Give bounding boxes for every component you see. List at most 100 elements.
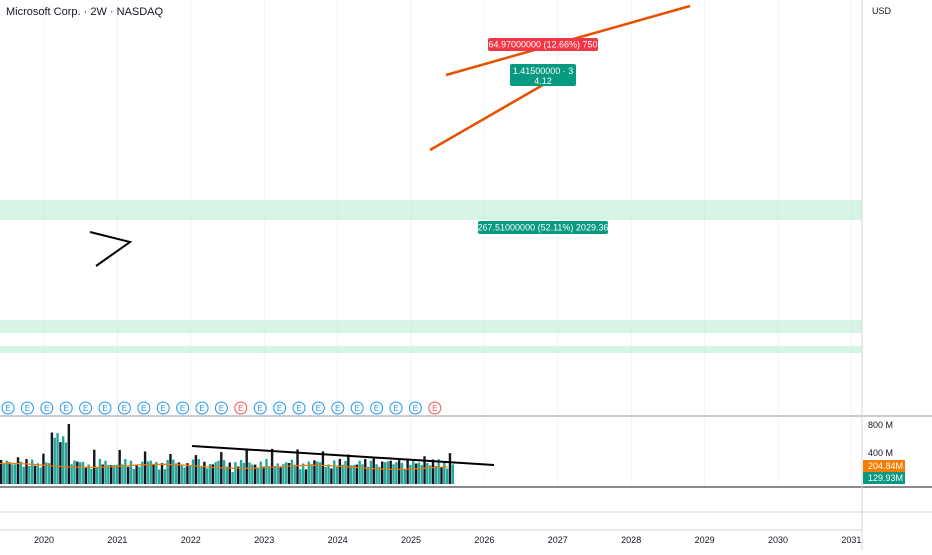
volume-bar (214, 462, 217, 484)
volume-bar (87, 464, 90, 484)
volume-bar (355, 464, 358, 484)
volume-bar (259, 461, 263, 484)
earnings-marker (59, 401, 73, 415)
volume-bar (98, 458, 102, 484)
volume-trendline (191, 445, 495, 466)
volume-bar (437, 459, 440, 484)
volume-bar (160, 463, 164, 484)
volume-bar (19, 461, 23, 484)
volume-bar (149, 460, 152, 484)
volume-bar (59, 442, 62, 484)
volume-bar (369, 460, 373, 484)
volume-bar (341, 464, 344, 484)
volume-bar (409, 464, 412, 484)
volume-bar (101, 464, 104, 484)
volume-bar (361, 464, 364, 484)
volume-bar (237, 466, 240, 484)
volume-bar (423, 456, 426, 484)
x-tick-label: 2020 (34, 535, 54, 545)
earnings-marker-glyph: E (393, 404, 398, 413)
earnings-marker (370, 401, 384, 415)
earnings-marker-glyph: E (296, 404, 301, 413)
volume-bar (290, 459, 294, 484)
volume-bar (428, 465, 432, 484)
volume-bar (412, 459, 415, 484)
volume-bar (445, 468, 449, 484)
volume-bar (338, 458, 342, 484)
volume-bar (431, 459, 435, 484)
volume-bar (118, 449, 121, 484)
volume-bar (39, 467, 42, 484)
volume-bar (200, 466, 203, 484)
earnings-marker (331, 401, 345, 415)
volume-bar (279, 467, 282, 484)
volume-bar (138, 466, 141, 484)
earnings-marker-glyph: E (25, 404, 30, 413)
volume-bar (11, 464, 14, 484)
volume-bar (169, 453, 172, 484)
x-tick-label: 2029 (695, 535, 715, 545)
volume-bar (352, 465, 356, 484)
volume-bar (296, 449, 299, 484)
volume-bar (42, 453, 45, 484)
volume-bar (222, 460, 226, 484)
volume-bar (217, 460, 220, 484)
support-zone (0, 346, 862, 353)
volume-bar (321, 451, 325, 484)
volume-bar (95, 466, 99, 484)
volume-bar (8, 462, 11, 484)
volume-bar (90, 468, 93, 484)
volume-bar (191, 459, 195, 484)
earnings-marker-glyph: E (277, 404, 282, 413)
support-zone (0, 320, 862, 333)
volume-bar (174, 463, 178, 484)
volume-bar (0, 459, 3, 484)
volume-label: 129.93M (868, 473, 903, 483)
volume-bar (262, 466, 265, 484)
take-profit-label: 267.51000000 (52.11%) 2029.36 (478, 223, 609, 233)
earnings-marker (311, 401, 325, 415)
volume-bar (248, 462, 251, 484)
volume-bar (270, 448, 274, 484)
x-tick-label: 2030 (768, 535, 788, 545)
volume-bar (265, 458, 268, 484)
volume-bar (287, 462, 291, 484)
volume-bar (141, 461, 144, 484)
volume-bar (183, 467, 186, 484)
volume-bar (426, 463, 429, 484)
volume-bar (366, 466, 370, 484)
volume-bar (22, 466, 25, 484)
earnings-marker (273, 401, 287, 415)
risk-reward-label: 1.41500000 · 3 (513, 66, 574, 76)
volume-bar (392, 464, 395, 484)
volume-bar (335, 466, 339, 484)
volume-bar (451, 464, 454, 484)
volume-bar (434, 465, 438, 484)
volume-bar (253, 464, 257, 484)
volume-bar (28, 466, 31, 484)
volume-bar (381, 461, 384, 484)
volume-bar (225, 466, 229, 484)
volume-bar (400, 462, 404, 484)
volume-bar (234, 462, 237, 484)
volume-bar (299, 469, 302, 484)
earnings-marker (20, 401, 34, 415)
volume-bar (166, 459, 169, 484)
volume-bar (324, 466, 327, 484)
earnings-marker (234, 401, 248, 415)
earnings-marker (98, 401, 112, 415)
chart-title: Microsoft Corp. · 2W · NASDAQ (6, 6, 164, 18)
x-tick-label: 2023 (254, 535, 274, 545)
earnings-marker (156, 401, 170, 415)
volume-label-bg (863, 460, 905, 472)
volume-bar (126, 466, 130, 484)
volume-bar (282, 464, 285, 484)
volume-bar (186, 463, 189, 484)
stop-loss-label: 64.97000000 (12.66%) 750 (488, 40, 597, 50)
earnings-marker-glyph: E (432, 404, 437, 413)
earnings-marker (176, 401, 190, 415)
